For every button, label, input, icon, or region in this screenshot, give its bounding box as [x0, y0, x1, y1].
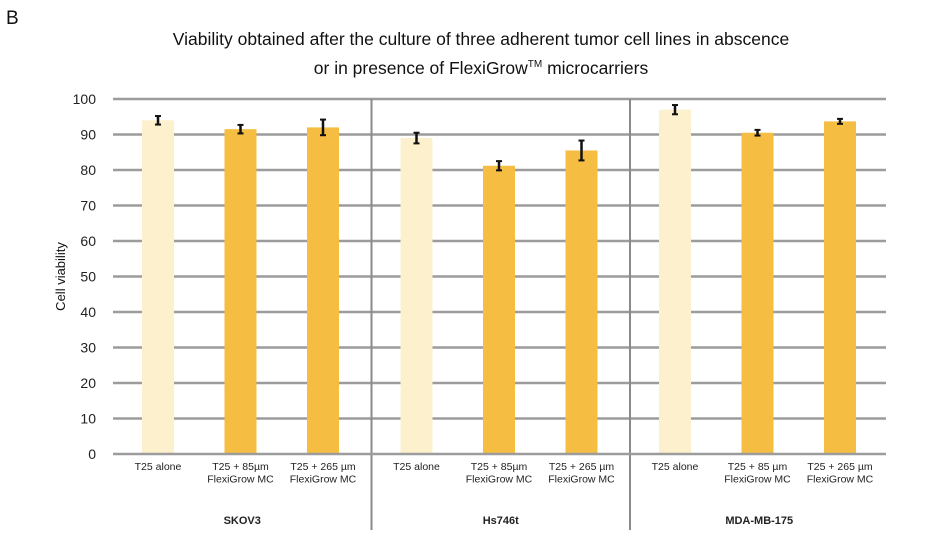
error-bars: [155, 104, 843, 172]
category-label: FlexiGrow MC: [724, 474, 791, 486]
category-label: FlexiGrow MC: [290, 474, 357, 486]
chart-title-line-1: Viability obtained after the culture of …: [172, 29, 790, 49]
category-label: T25 + 265 µm: [807, 461, 873, 473]
category-label: T25 + 85 µm: [728, 461, 788, 473]
category-label: FlexiGrow MC: [207, 474, 274, 486]
bar: [400, 138, 433, 455]
group-label: Hs746t: [483, 515, 519, 527]
y-axis-label: Cell viability: [53, 242, 68, 311]
category-label: T25 + 85µm: [471, 461, 528, 473]
y-tick-label: 50: [80, 269, 96, 285]
category-label: FlexiGrow MC: [548, 474, 615, 486]
category-label: FlexiGrow MC: [466, 474, 533, 486]
chart-title: Viability obtained after the culture of …: [0, 27, 932, 81]
chart-title-line-2: or in presence of FlexiGrowTM microcarri…: [0, 52, 932, 81]
category-label: T25 alone: [652, 461, 699, 473]
bar: [483, 165, 515, 455]
group-label: SKOV3: [224, 515, 261, 527]
category-label: T25 + 265 µm: [290, 461, 356, 473]
chart-title-line-2-suffix: microcarriers: [542, 58, 649, 78]
bar: [142, 120, 174, 455]
bar: [565, 150, 598, 454]
y-tick-label: 10: [80, 411, 96, 427]
y-tick-label: 100: [73, 91, 97, 107]
y-tick-label: 0: [88, 446, 96, 462]
y-tick-label: 40: [80, 304, 96, 320]
category-label: T25 + 85µm: [212, 461, 269, 473]
y-tick-label: 20: [80, 375, 96, 391]
category-label: T25 alone: [135, 461, 182, 473]
y-tick-label: 30: [80, 340, 96, 356]
y-tick-label: 60: [80, 233, 96, 249]
bar: [307, 127, 339, 455]
category-label: FlexiGrow MC: [807, 474, 874, 486]
y-tick-label: 70: [80, 198, 96, 214]
y-tick-label: 90: [80, 127, 96, 143]
bars: [142, 109, 856, 455]
group-label: MDA-MB-175: [725, 515, 793, 527]
category-label: T25 + 265 µm: [549, 461, 615, 473]
labels: 0 10 20 30 40 50 60 70 80 90 100 Cell viability T25 …: [53, 91, 874, 527]
category-label: T25 alone: [393, 461, 440, 473]
bar: [741, 132, 774, 454]
bar: [659, 109, 691, 455]
bar: [824, 121, 856, 455]
trademark-superscript: TM: [527, 59, 543, 70]
chart-title-line-2-prefix: or in presence of FlexiGrow: [313, 58, 528, 78]
bar: [224, 129, 257, 455]
axes: [113, 99, 886, 530]
y-tick-label: 80: [80, 162, 96, 178]
panel-label: B: [6, 8, 19, 29]
